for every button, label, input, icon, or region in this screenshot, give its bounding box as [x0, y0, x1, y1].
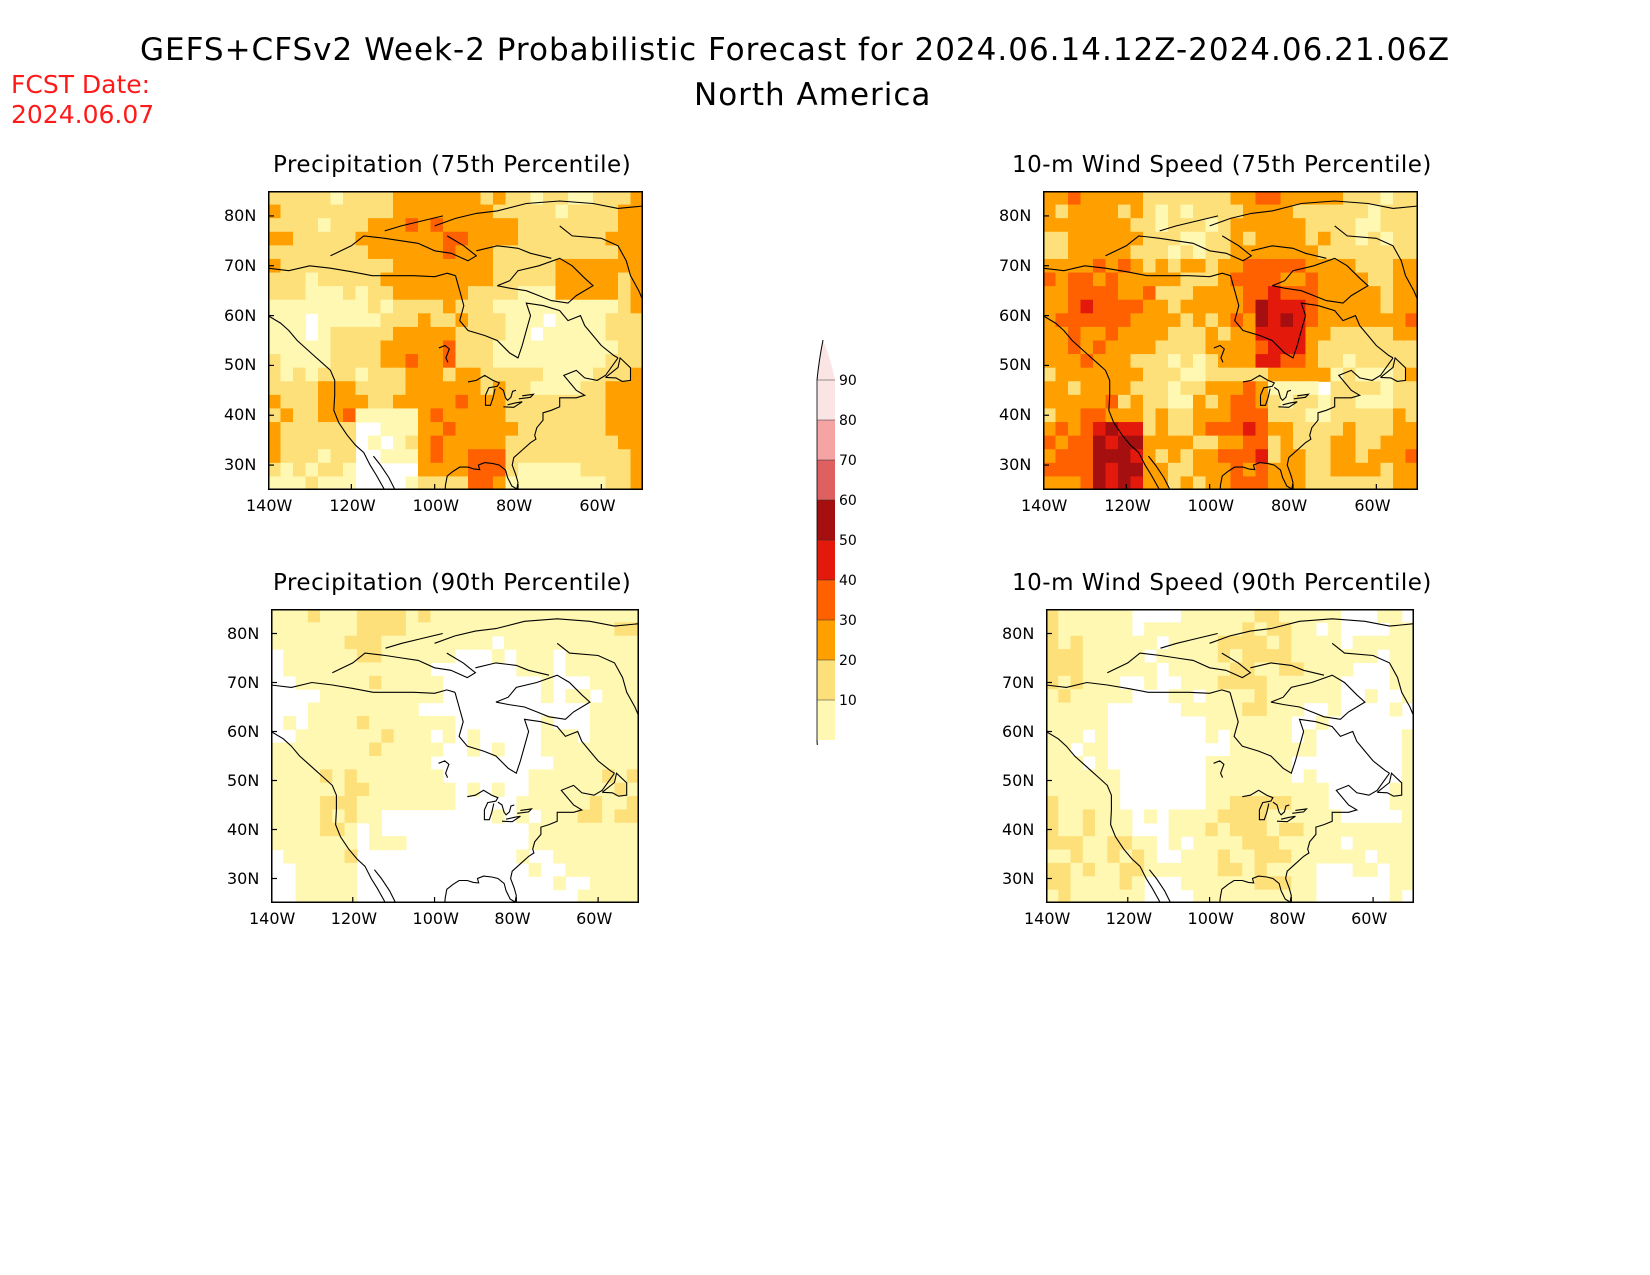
colorbar-swatch — [817, 660, 835, 700]
colorbar-label: 20 — [839, 653, 857, 669]
panel-title-precip75: Precipitation (75th Percentile) — [273, 152, 632, 178]
wind90-lon-label: 140W — [1024, 909, 1071, 928]
fcst-date-value: 2024.06.07 — [11, 100, 155, 129]
precip90-lat-label: 60N — [227, 721, 260, 741]
precip90-map — [271, 609, 639, 903]
wind90-lon-label: 120W — [1105, 909, 1153, 928]
wind75-lat-label: 30N — [999, 455, 1032, 475]
colorbar-label: 30 — [839, 613, 857, 629]
precip75-probability-field — [268, 191, 643, 490]
wind75-lat-label: 80N — [999, 205, 1032, 225]
colorbar-label: 10 — [839, 693, 857, 709]
precip90-lat-label: 80N — [227, 623, 260, 643]
colorbar-swatch — [817, 380, 835, 420]
wind75-frame — [1043, 191, 1418, 490]
wind90-probability-field — [1046, 609, 1414, 903]
wind90-lat-label: 50N — [1002, 770, 1035, 790]
precip90-lon-label: 120W — [330, 909, 378, 928]
wind75-lat-label: 70N — [999, 255, 1032, 275]
wind75-lon-label: 120W — [1104, 496, 1151, 515]
wind90-lat-label: 70N — [1002, 672, 1035, 692]
wind75-probability-field — [1043, 191, 1418, 490]
wind90-lat-label: 80N — [1002, 623, 1035, 643]
colorbar-swatch — [817, 620, 835, 660]
wind75-lat-label: 40N — [999, 405, 1032, 425]
wind75-map — [1043, 191, 1418, 490]
wind75-lon-label: 80W — [1271, 496, 1308, 515]
wind90-frame — [1046, 609, 1414, 903]
precip90-probability-field — [271, 609, 639, 903]
colorbar-label: 60 — [839, 493, 857, 509]
wind90-lat-label: 30N — [1002, 868, 1035, 888]
precip75-lat-label: 80N — [224, 205, 257, 225]
colorbar-swatch — [817, 420, 835, 460]
probability-colorbar: 90 80 70 60 50 40 30 20 10 — [816, 339, 857, 745]
precip75-lon-label: 80W — [496, 496, 533, 515]
precip75-lat-label: 30N — [224, 455, 257, 475]
colorbar-label: 70 — [839, 453, 857, 469]
wind90-lat-label: 40N — [1002, 819, 1035, 839]
precip75-frame — [268, 191, 643, 490]
fcst-date-label: FCST Date: — [11, 70, 151, 99]
wind90-lon-label: 100W — [1187, 909, 1234, 928]
colorbar-swatch — [817, 580, 835, 620]
colorbar-swatch — [817, 460, 835, 500]
wind75-lon-label: 100W — [1187, 496, 1235, 515]
precip90-coastlines — [271, 618, 639, 903]
wind90-coastlines — [1046, 618, 1414, 903]
colorbar-swatch — [817, 540, 835, 580]
colorbar-swatch — [817, 500, 835, 540]
precip75-lat-label: 60N — [224, 305, 257, 325]
wind90-lon-label: 80W — [1269, 909, 1306, 928]
precip90-frame — [271, 609, 639, 903]
panel-title-precip90: Precipitation (90th Percentile) — [273, 570, 632, 596]
region-subtitle: North America — [694, 77, 932, 113]
colorbar-label: 80 — [839, 413, 857, 429]
precip75-lon-label: 100W — [412, 496, 460, 515]
precip90-lon-label: 60W — [576, 909, 613, 928]
precip90-lat-label: 40N — [227, 819, 260, 839]
precip75-lon-label: 60W — [579, 496, 616, 515]
precip90-lat-label: 30N — [227, 868, 260, 888]
precip90-lat-label: 50N — [227, 770, 260, 790]
panel-title-wind75: 10-m Wind Speed (75th Percentile) — [1012, 152, 1432, 178]
wind75-lat-label: 50N — [999, 355, 1032, 375]
wind90-lon-label: 60W — [1351, 909, 1388, 928]
precip90-lon-label: 80W — [494, 909, 531, 928]
precip75-coastlines — [268, 200, 643, 490]
precip75-lat-label: 40N — [224, 405, 257, 425]
panel-title-wind90: 10-m Wind Speed (90th Percentile) — [1012, 570, 1432, 596]
precip90-lat-label: 70N — [227, 672, 260, 692]
wind75-coastlines — [1043, 200, 1418, 490]
main-title: GEFS+CFSv2 Week-2 Probabilistic Forecast… — [140, 32, 1451, 68]
wind75-lon-label: 140W — [1021, 496, 1068, 515]
precip75-lat-label: 50N — [224, 355, 257, 375]
wind90-lat-label: 60N — [1002, 721, 1035, 741]
precip75-lon-label: 140W — [246, 496, 293, 515]
precip75-lat-label: 70N — [224, 255, 257, 275]
colorbar-label: 50 — [839, 533, 857, 549]
precip75-lon-label: 120W — [329, 496, 376, 515]
precip90-lon-label: 140W — [249, 909, 296, 928]
colorbar-label: 40 — [839, 573, 857, 589]
precip90-lon-label: 100W — [412, 909, 459, 928]
precip75-map — [268, 191, 643, 490]
wind90-map — [1046, 609, 1414, 903]
colorbar-swatch — [817, 700, 835, 740]
wind75-lat-label: 60N — [999, 305, 1032, 325]
wind75-lon-label: 60W — [1354, 496, 1391, 515]
colorbar-label: 90 — [839, 373, 857, 389]
